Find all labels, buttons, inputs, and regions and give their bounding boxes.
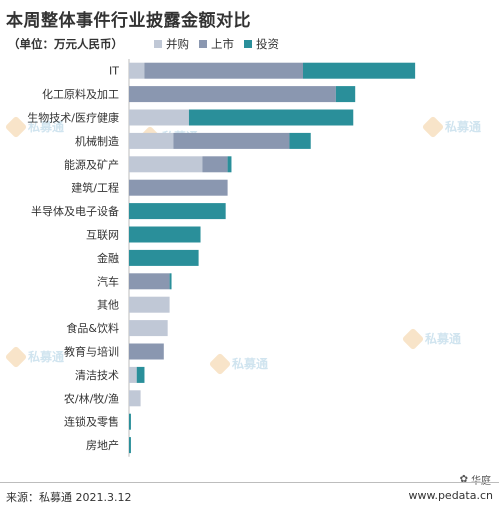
chart-title: 本周整体事件行业披露金额对比 bbox=[6, 11, 251, 31]
category-label: 能源及矿产 bbox=[64, 157, 119, 171]
bar-segment-并购 bbox=[129, 366, 137, 383]
legend-label-ipo: 上市 bbox=[211, 37, 234, 51]
bar-segment-投资 bbox=[303, 62, 416, 79]
website-text: www.pedata.cn bbox=[408, 489, 493, 502]
bar-segment-投资 bbox=[169, 273, 172, 290]
bar-segment-并购 bbox=[129, 156, 203, 173]
category-label: 汽车 bbox=[97, 274, 119, 288]
bar-segment-并购 bbox=[129, 132, 174, 149]
bar-segment-上市 bbox=[173, 132, 290, 149]
bar-segment-上市 bbox=[202, 156, 228, 173]
watermark: 私募通 bbox=[4, 345, 64, 368]
category-label: 机械制造 bbox=[75, 134, 119, 148]
category-label: 房地产 bbox=[86, 438, 119, 452]
category-label: 连锁及零售 bbox=[64, 415, 119, 429]
legend-label-merger: 并购 bbox=[166, 37, 189, 51]
category-label: 生物技术/医疗健康 bbox=[27, 111, 119, 125]
bar-segment-投资 bbox=[129, 203, 226, 220]
bar-segment-并购 bbox=[129, 390, 141, 407]
legend-item-ipo: 上市 bbox=[199, 36, 234, 52]
bar-segment-并购 bbox=[129, 109, 189, 126]
legend-swatch-ipo bbox=[199, 40, 207, 48]
bar-segment-并购 bbox=[129, 62, 145, 79]
bar-segment-投资 bbox=[136, 366, 145, 383]
category-label: 化工原料及加工 bbox=[42, 87, 119, 101]
legend-label-investment: 投资 bbox=[256, 37, 279, 51]
category-label: 教育与培训 bbox=[64, 345, 119, 359]
category-label: 互联网 bbox=[86, 229, 119, 242]
legend-item-merger: 并购 bbox=[154, 36, 189, 52]
category-label: 食品&饮料 bbox=[66, 321, 119, 335]
bar-segment-并购 bbox=[129, 296, 170, 313]
legend-swatch-investment bbox=[244, 40, 252, 48]
bar-segment-并购 bbox=[129, 320, 168, 337]
category-label: 半导体及电子设备 bbox=[31, 204, 119, 218]
category-label: 清洁技术 bbox=[75, 369, 119, 382]
bar-segment-投资 bbox=[129, 226, 201, 243]
category-label: 建筑/工程 bbox=[71, 181, 119, 195]
category-label: IT bbox=[109, 65, 119, 78]
bar-segment-投资 bbox=[129, 249, 199, 266]
bar-segment-上市 bbox=[129, 86, 336, 103]
wechat-badge: ✿华庭 bbox=[459, 472, 491, 487]
category-label: 金融 bbox=[97, 251, 119, 265]
unit-label: （单位：万元人民币） bbox=[8, 37, 123, 51]
bar-segment-投资 bbox=[188, 109, 354, 126]
bar-segment-投资 bbox=[129, 437, 131, 454]
legend: 并购 上市 投资 bbox=[154, 36, 279, 52]
legend-swatch-merger bbox=[154, 40, 162, 48]
category-label: 其他 bbox=[97, 299, 119, 312]
watermark: 私募通 bbox=[208, 352, 268, 375]
footer-divider bbox=[0, 482, 499, 483]
bar-segment-投资 bbox=[227, 156, 232, 173]
legend-item-investment: 投资 bbox=[244, 36, 279, 52]
watermark: 私募通 bbox=[401, 327, 461, 350]
source-text: 来源：私募通 2021.3.12 bbox=[6, 491, 132, 504]
bar-segment-上市 bbox=[144, 62, 303, 79]
bar-chart: IT 化工原料及加工生物技术/医疗健康机械制造能源及矿产建筑/工程半导体及电子设备… bbox=[27, 59, 416, 457]
watermark: 私募通 bbox=[421, 115, 481, 138]
bar-segment-投资 bbox=[289, 132, 311, 149]
watermark: 私募通 bbox=[4, 115, 64, 138]
bar-segment-投资 bbox=[335, 86, 356, 103]
bar-segment-上市 bbox=[129, 179, 228, 196]
category-label: 农/林/牧/渔 bbox=[64, 391, 119, 405]
bar-segment-上市 bbox=[129, 273, 170, 290]
wechat-icon: ✿ bbox=[459, 474, 468, 485]
bar-segment-上市 bbox=[129, 343, 164, 360]
bar-segment-投资 bbox=[129, 413, 131, 430]
